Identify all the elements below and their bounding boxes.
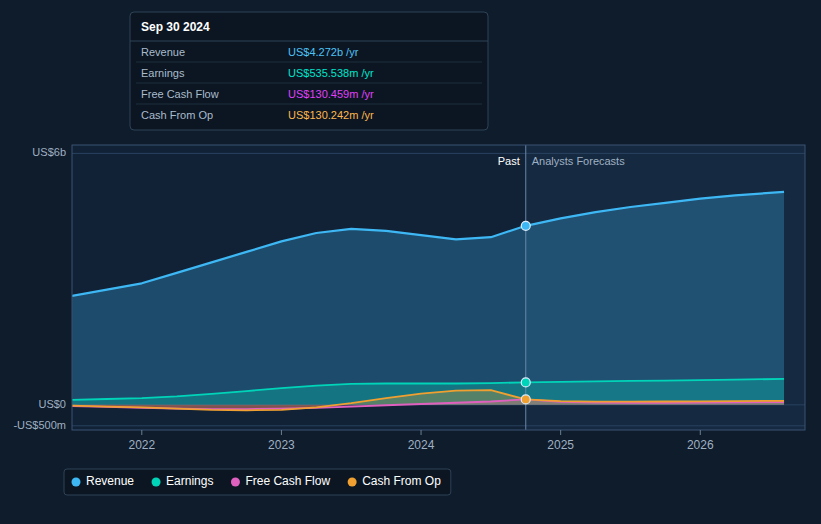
tooltip-row-value: US$4.272b /yr [288, 46, 359, 58]
series-line [72, 390, 784, 410]
tooltip-row-label: Revenue [141, 46, 185, 58]
tooltip-row-separator [136, 104, 482, 105]
legend: Revenue Earnings Free Cash Flow Cash From O… [64, 469, 451, 495]
past-label: Past [498, 155, 520, 167]
tooltip-row-separator [136, 62, 482, 63]
highlight-dot [521, 221, 530, 230]
legend-label: Cash From Op [362, 474, 441, 488]
tooltip-row-label: Earnings [141, 67, 185, 79]
legend-swatch [152, 478, 161, 487]
legend-label: Free Cash Flow [245, 474, 330, 488]
x-tick [281, 430, 282, 435]
x-tick [421, 430, 422, 435]
x-tick-label: 2025 [547, 438, 574, 452]
legend-box [64, 469, 451, 495]
series-line [72, 379, 784, 400]
x-tick-label: 2023 [268, 438, 295, 452]
x-tick [700, 430, 701, 435]
highlight-dot [521, 378, 530, 387]
tooltip-row-label: Free Cash Flow [141, 88, 219, 100]
highlight-dot [521, 395, 530, 404]
chart: Past Analysts Forecasts -US$500m US$0 US$6b 2… [0, 0, 821, 524]
series-line [72, 192, 784, 296]
tooltip-separator [130, 41, 488, 42]
x-tick [141, 430, 142, 435]
y-tick-label: -US$500m [13, 419, 66, 431]
plot-background [72, 145, 805, 430]
tooltip-box [130, 12, 488, 130]
x-tick [560, 430, 561, 435]
tooltip-title: Sep 30 2024 [141, 20, 210, 34]
tooltip-row-separator [136, 83, 482, 84]
plot-frame [72, 145, 805, 430]
series-area [72, 192, 784, 405]
tooltip-row-value: US$535.538m /yr [288, 67, 374, 79]
tooltip-row-value: US$130.242m /yr [288, 109, 374, 121]
x-tick-label: 2026 [687, 438, 714, 452]
legend-swatch [231, 478, 240, 487]
y-tick-label: US$0 [38, 398, 66, 410]
background [0, 0, 821, 524]
forecast-label: Analysts Forecasts [532, 155, 625, 167]
x-tick-label: 2024 [408, 438, 435, 452]
series-area [72, 390, 784, 410]
y-tick-label: US$6b [32, 146, 66, 158]
legend-label: Revenue [86, 474, 134, 488]
legend-swatch [72, 478, 81, 487]
tooltip: Sep 30 2024 Revenue US$4.272b /yr Earnings U… [130, 12, 488, 130]
plot-area [72, 145, 805, 430]
x-tick-label: 2022 [128, 438, 155, 452]
grid-line [72, 425, 805, 426]
tooltip-row-label: Cash From Op [141, 109, 213, 121]
tooltip-row-value: US$130.459m /yr [288, 88, 374, 100]
grid-line [72, 153, 805, 154]
legend-label: Earnings [166, 474, 213, 488]
legend-swatch [348, 478, 357, 487]
